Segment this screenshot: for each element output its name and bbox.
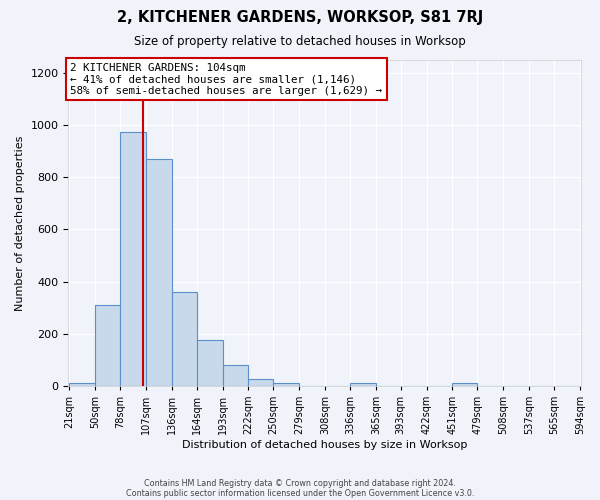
Text: Contains HM Land Registry data © Crown copyright and database right 2024.: Contains HM Land Registry data © Crown c… — [144, 478, 456, 488]
Text: Contains public sector information licensed under the Open Government Licence v3: Contains public sector information licen… — [126, 488, 474, 498]
Bar — [197, 340, 223, 386]
X-axis label: Distribution of detached houses by size in Worksop: Distribution of detached houses by size … — [182, 440, 467, 450]
Y-axis label: Number of detached properties: Number of detached properties — [15, 136, 25, 310]
Bar — [120, 132, 146, 386]
Text: Size of property relative to detached houses in Worksop: Size of property relative to detached ho… — [134, 35, 466, 48]
Bar — [69, 384, 95, 386]
Bar — [146, 159, 172, 386]
Bar — [248, 380, 274, 386]
Bar — [452, 384, 478, 386]
Bar — [95, 305, 120, 386]
Bar — [274, 384, 299, 386]
Text: 2 KITCHENER GARDENS: 104sqm
← 41% of detached houses are smaller (1,146)
58% of : 2 KITCHENER GARDENS: 104sqm ← 41% of det… — [70, 62, 382, 96]
Bar — [172, 292, 197, 386]
Bar — [350, 384, 376, 386]
Bar — [223, 365, 248, 386]
Text: 2, KITCHENER GARDENS, WORKSOP, S81 7RJ: 2, KITCHENER GARDENS, WORKSOP, S81 7RJ — [117, 10, 483, 25]
